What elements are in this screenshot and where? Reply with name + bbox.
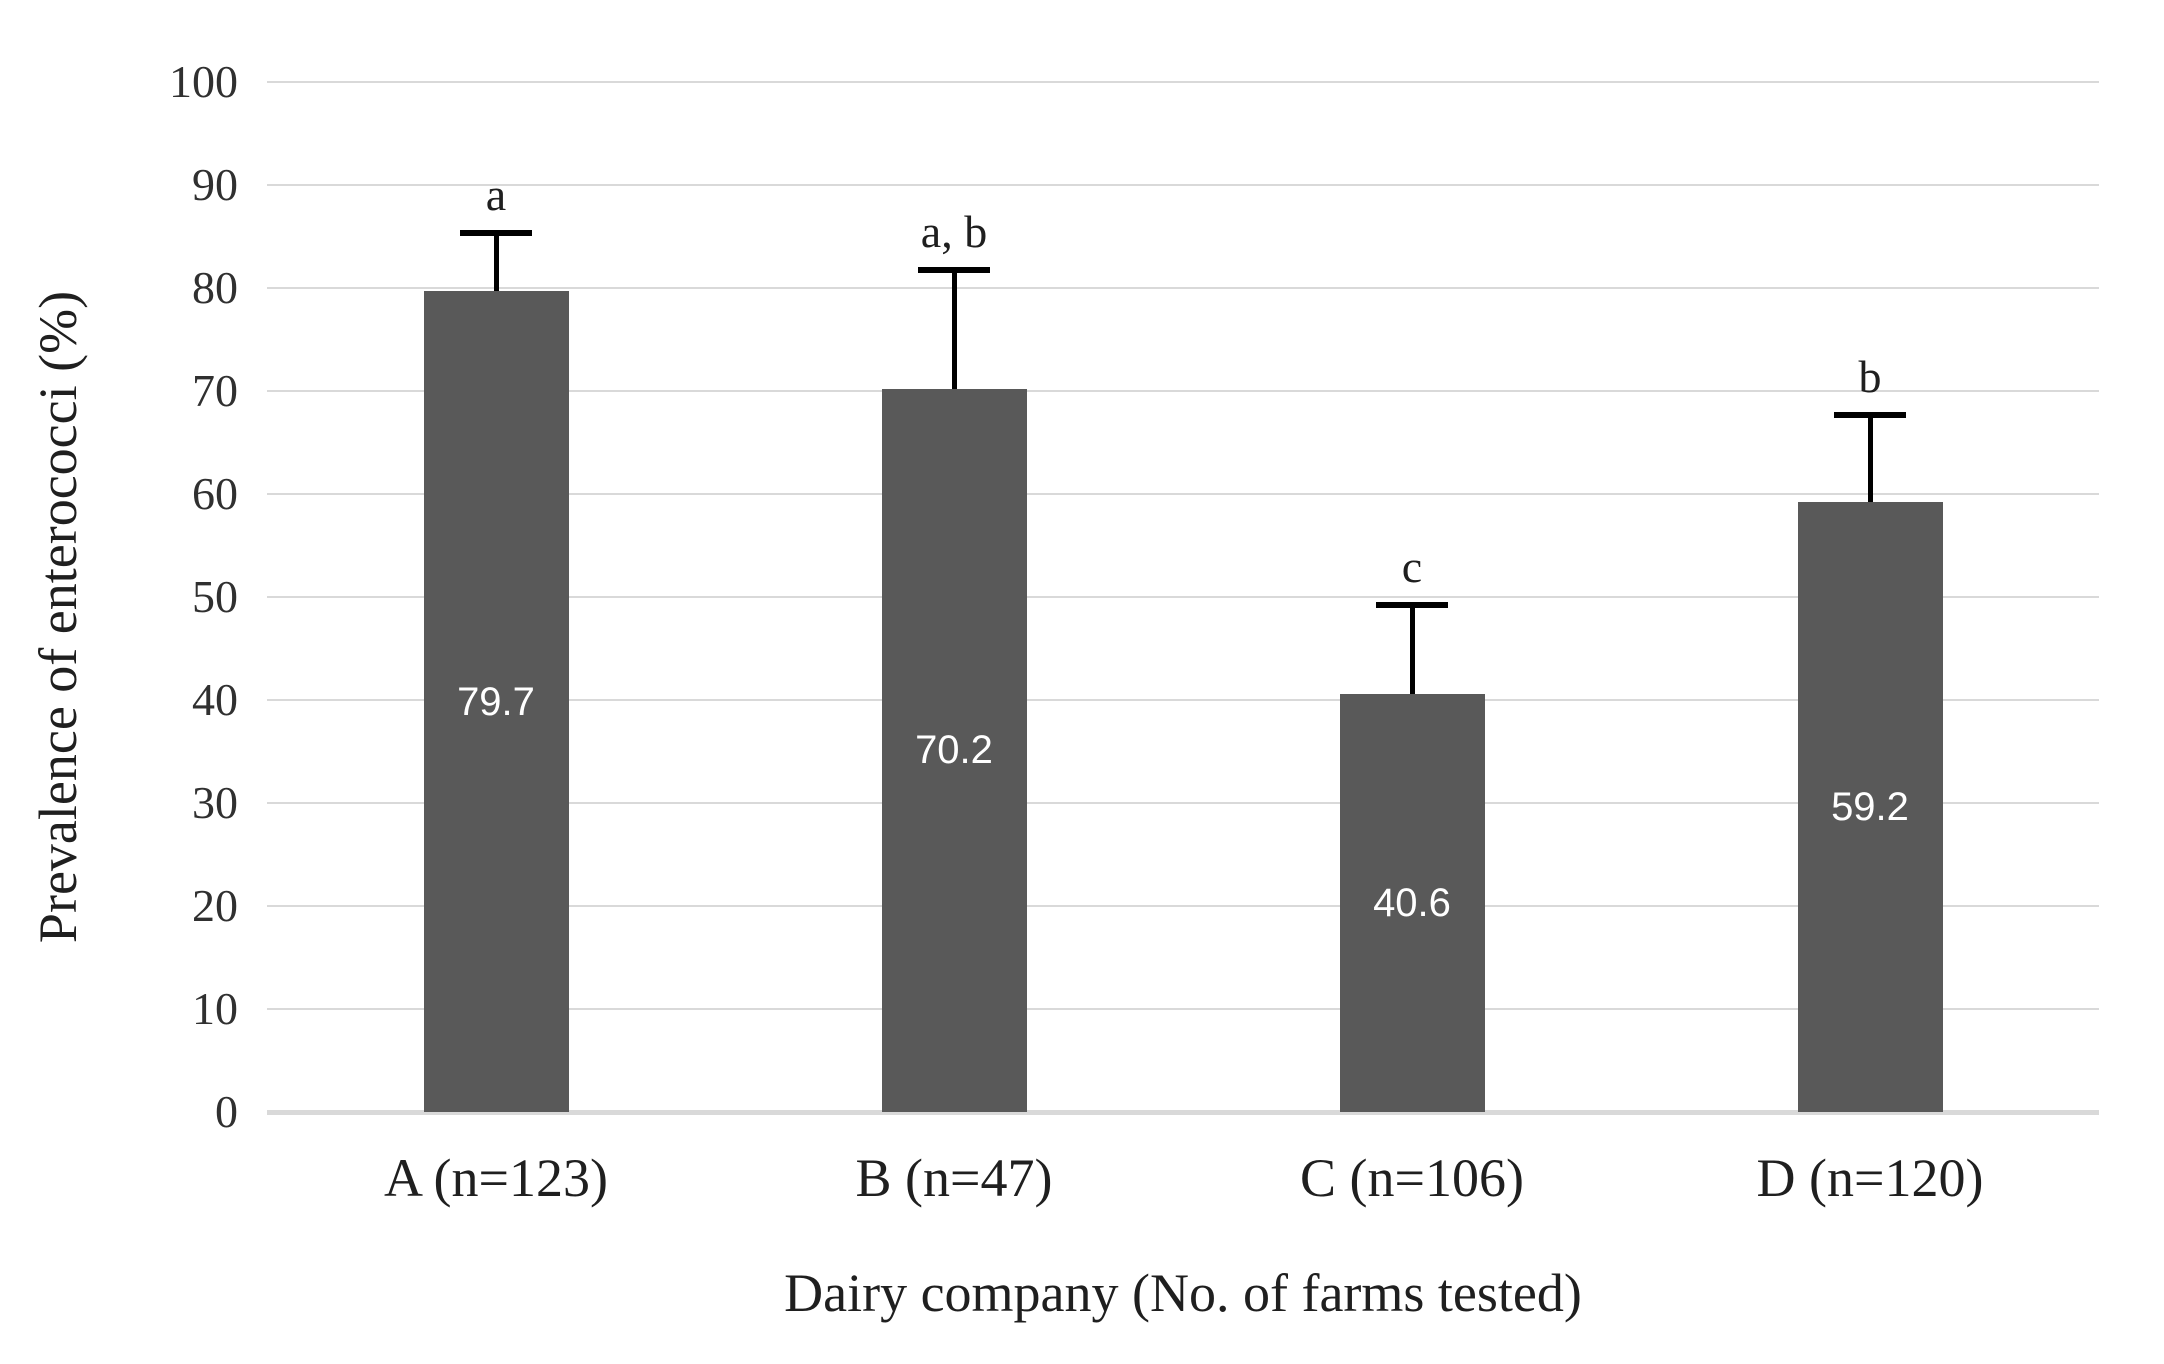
y-tick-label: 30 <box>192 777 238 828</box>
significance-letter: a, b <box>920 206 988 258</box>
gridline <box>267 390 2099 392</box>
y-tick-label: 100 <box>169 56 238 107</box>
bar-value-label: 40.6 <box>1373 880 1451 925</box>
error-bar-cap <box>1376 602 1448 609</box>
y-tick-label: 70 <box>192 365 238 416</box>
gridline <box>267 905 2099 907</box>
error-bar-line <box>1409 605 1415 694</box>
bar-value-label: 70.2 <box>915 728 993 773</box>
gridline <box>267 699 2099 701</box>
x-axis-baseline <box>267 1110 2099 1115</box>
gridline <box>267 287 2099 289</box>
bar-value-label: 79.7 <box>457 679 535 724</box>
x-tick-label: A (n=123) <box>384 1148 608 1208</box>
x-tick-label: B (n=47) <box>855 1148 1053 1208</box>
significance-letter: c <box>1401 541 1423 593</box>
gridline <box>267 802 2099 804</box>
gridline <box>267 596 2099 598</box>
bar <box>1797 502 1943 1112</box>
bar <box>881 388 1027 1112</box>
bar <box>1339 693 1485 1112</box>
x-tick-label: D (n=120) <box>1756 1148 1984 1208</box>
significance-letter: b <box>1858 350 1882 402</box>
significance-letter: a <box>485 169 507 221</box>
error-bar-line <box>493 233 499 292</box>
y-tick-label: 10 <box>192 983 238 1034</box>
error-bar-cap <box>918 267 990 274</box>
y-tick-label: 50 <box>192 571 238 622</box>
bar-value-label: 59.2 <box>1831 785 1909 830</box>
error-bar-line <box>1867 414 1873 503</box>
y-tick-label: 90 <box>192 159 238 210</box>
gridline <box>267 184 2099 186</box>
error-bar-cap <box>1834 411 1906 418</box>
x-axis-title: Dairy company (No. of farms tested) <box>784 1263 1582 1323</box>
error-bar-cap <box>460 230 532 237</box>
x-tick-label: C (n=106) <box>1300 1148 1524 1208</box>
y-tick-label: 20 <box>192 880 238 931</box>
y-tick-label: 40 <box>192 674 238 725</box>
y-tick-label: 60 <box>192 468 238 519</box>
gridline <box>267 493 2099 495</box>
error-bar-line <box>951 270 957 389</box>
y-tick-label: 0 <box>215 1086 238 1137</box>
bar <box>423 291 569 1112</box>
y-tick-label: 80 <box>192 262 238 313</box>
gridline <box>267 81 2099 83</box>
gridline <box>267 1008 2099 1010</box>
